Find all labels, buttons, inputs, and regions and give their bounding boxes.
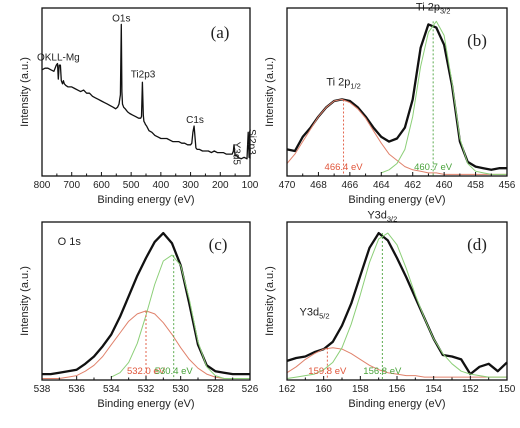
peak-name-1: Y3d3/2 (367, 209, 397, 223)
x-axis-label: Binding energy (eV) (97, 398, 194, 410)
x-tick-label: 528 (207, 384, 224, 395)
x-tick-label: 150 (499, 384, 516, 395)
peak-name-base: Y3d (367, 209, 387, 221)
peak-name-sub: 3/2 (387, 214, 397, 223)
x-tick-label: 526 (242, 384, 259, 395)
x-tick-label: 462 (404, 180, 421, 191)
peak-name-base: Ti 2p (326, 76, 350, 88)
panel-label: (d) (467, 235, 487, 254)
peak-name-0: Ti 2p1/2 (326, 76, 360, 90)
x-tick-label: 152 (462, 384, 479, 395)
peak-marker-label-0: 159.8 eV (308, 366, 347, 377)
x-tick-label: 534 (103, 384, 120, 395)
peak-name-base: Y3d (299, 306, 319, 318)
peak-marker-label-1: 530.4 eV (155, 366, 194, 377)
x-tick-label: 458 (467, 180, 484, 191)
x-tick-label: 156 (389, 384, 406, 395)
panel-label: (a) (211, 23, 230, 42)
x-tick-label: 400 (153, 180, 170, 191)
x-tick-label: 532 (138, 384, 155, 395)
x-tick-label: 154 (425, 384, 442, 395)
y-axis-label: Intensity (a.u.) (19, 57, 31, 127)
annotation-3: C1s (186, 115, 204, 126)
peak-marker-label-1: 156.8 eV (363, 366, 402, 377)
fit-curve-1 (286, 98, 507, 175)
x-axis-label: Binding energy (eV) (97, 194, 194, 206)
panel-a: OKLL-Mg O1s Ti2p3 C1s Y3d5 Si2p3 800 700 600 500 4… (19, 7, 259, 206)
x-tick-label: 470 (279, 180, 296, 191)
x-axis-label: Binding energy (eV) (348, 398, 445, 410)
annotation-0: OKLL-Mg (37, 52, 80, 63)
x-tick-label: 466 (342, 180, 359, 191)
panel-b: 466.4 eV 460.7 eV Ti 2p1/2Ti 2p 3/2 470 468 46… (264, 1, 516, 206)
x-tick-label: 530 (172, 384, 189, 395)
peak-name-sub: 3/2 (440, 6, 450, 15)
panel-label: (c) (209, 235, 228, 254)
x-tick-label: 460 (436, 180, 453, 191)
peak-name-sub: 1/2 (350, 81, 360, 90)
peak-name-0: Y3d5/2 (299, 306, 329, 320)
fit-curve-2 (286, 232, 507, 379)
x-axis-label: Binding energy (eV) (348, 194, 445, 206)
x-tick-label: 158 (352, 384, 369, 395)
x-tick-label: 456 (499, 180, 516, 191)
x-tick-label: 536 (68, 384, 85, 395)
x-tick-label: 200 (212, 180, 229, 191)
x-tick-label: 162 (279, 384, 296, 395)
x-tick-label: 500 (123, 180, 140, 191)
x-tick-label: 538 (34, 384, 51, 395)
x-tick-label: 700 (63, 180, 80, 191)
x-tick-label: 800 (34, 180, 51, 191)
fit-curve-2 (111, 254, 250, 379)
fit-curve-2 (381, 20, 507, 175)
x-tick-label: 160 (315, 384, 332, 395)
data-curve (41, 23, 251, 160)
annotation-5: Si2p3 (246, 129, 257, 155)
peak-name-sub: 5/2 (319, 311, 329, 320)
y-axis-label: Intensity (a.u.) (264, 266, 276, 336)
peak-name-0: O 1s (58, 236, 82, 248)
data-curve (286, 231, 508, 376)
peak-name-base: O 1s (58, 236, 82, 248)
x-tick-label: 100 (242, 180, 259, 191)
panel-label: (b) (467, 31, 487, 50)
x-tick-label: 600 (93, 180, 110, 191)
annotation-2: Ti2p3 (131, 70, 156, 81)
data-curve (42, 231, 250, 376)
annotation-4: Y3d5 (230, 142, 241, 166)
y-axis-label: Intensity (a.u.) (19, 266, 31, 336)
y-axis-label: Intensity (a.u.) (264, 57, 276, 127)
x-tick-label: 464 (373, 180, 390, 191)
x-tick-label: 468 (310, 180, 327, 191)
annotation-1: O1s (112, 13, 130, 24)
peak-marker-label-0: 466.4 eV (325, 162, 364, 173)
x-tick-label: 300 (182, 180, 199, 191)
peak-marker-label-0: 532.0 eV (127, 366, 166, 377)
peak-marker-label-1: 460.7 eV (414, 162, 453, 173)
